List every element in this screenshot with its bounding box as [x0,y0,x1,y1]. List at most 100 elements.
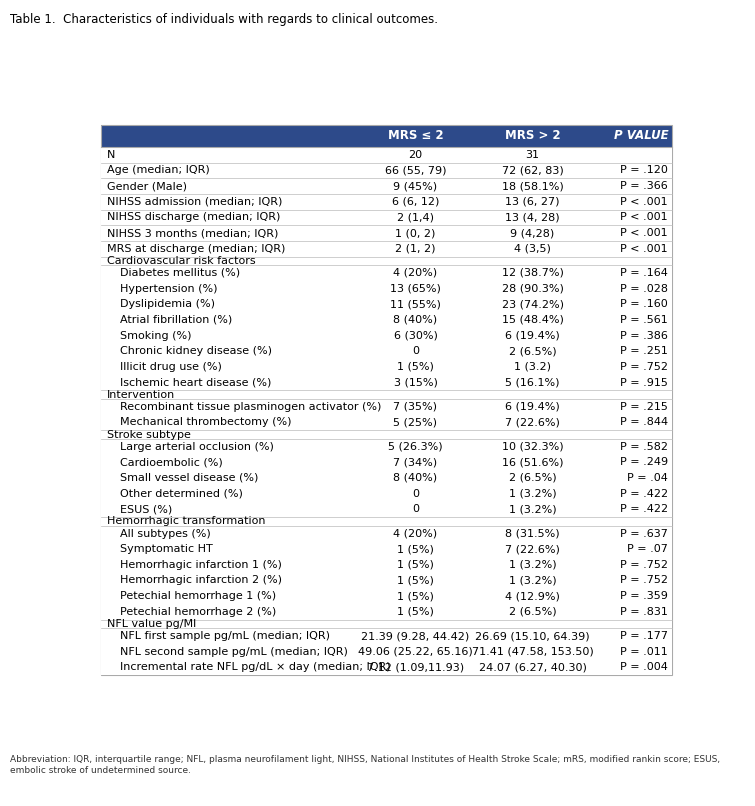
Bar [101,194,673,210]
Bar [101,644,673,659]
Text: P = .011: P = .011 [620,646,668,657]
Text: 2 (6.5%): 2 (6.5%) [509,607,556,617]
Text: Petechial hemorrhage 2 (%): Petechial hemorrhage 2 (%) [120,607,276,617]
Text: 0: 0 [412,488,419,499]
Text: P = .386: P = .386 [620,330,668,341]
Text: 6 (30%): 6 (30%) [393,330,437,341]
Text: 13 (6, 27): 13 (6, 27) [505,197,559,207]
Bar [101,430,673,438]
Text: Cardioembolic (%): Cardioembolic (%) [120,457,223,467]
Text: Other determined (%): Other determined (%) [120,488,243,499]
Bar [101,210,673,225]
Text: 1 (5%): 1 (5%) [397,607,434,617]
Text: 4 (12.9%): 4 (12.9%) [505,591,560,601]
Bar [101,265,673,280]
Bar [101,414,673,430]
Text: Abbreviation: IQR, interquartile range; NFL, plasma neurofilament light, NIHSS, : Abbreviation: IQR, interquartile range; … [10,755,720,775]
Text: Chronic kidney disease (%): Chronic kidney disease (%) [120,347,272,356]
Text: 2 (1,4): 2 (1,4) [397,213,434,222]
Text: 7 (22.6%): 7 (22.6%) [505,418,560,427]
Bar [101,526,673,542]
Bar [101,620,673,628]
Text: P < .001: P < .001 [620,243,668,254]
Text: 2 (1, 2): 2 (1, 2) [395,243,436,254]
Text: 5 (16.1%): 5 (16.1%) [505,377,559,388]
Text: P = .249: P = .249 [620,457,668,467]
Text: P = .752: P = .752 [620,575,668,585]
Text: 7.12 (1.09,11.93): 7.12 (1.09,11.93) [367,663,464,672]
Text: 18 (58.1%): 18 (58.1%) [501,181,563,191]
Text: 3 (15%): 3 (15%) [393,377,437,388]
Bar [101,225,673,241]
Text: 1 (0, 2): 1 (0, 2) [396,228,436,238]
Text: P VALUE: P VALUE [615,129,669,143]
Text: Smoking (%): Smoking (%) [120,330,192,341]
Bar [101,470,673,486]
Bar [101,628,673,644]
Text: 1 (3.2%): 1 (3.2%) [509,488,556,499]
Text: P = .160: P = .160 [620,299,668,310]
Text: NFL value pg/Ml: NFL value pg/Ml [107,619,196,629]
Text: Hemorrhagic infarction 1 (%): Hemorrhagic infarction 1 (%) [120,560,282,570]
Text: Small vessel disease (%): Small vessel disease (%) [120,473,258,483]
Text: Mechanical thrombectomy (%): Mechanical thrombectomy (%) [120,418,291,427]
Text: P = .251: P = .251 [620,347,668,356]
Text: 1 (3.2%): 1 (3.2%) [509,575,556,585]
Text: P = .177: P = .177 [620,631,668,641]
Text: 4 (20%): 4 (20%) [393,529,438,538]
Text: P = .215: P = .215 [620,401,668,412]
Bar [101,328,673,343]
Text: Large arterial occlusion (%): Large arterial occlusion (%) [120,442,274,451]
Text: 1 (5%): 1 (5%) [397,544,434,555]
Text: NIHSS 3 months (median; IQR): NIHSS 3 months (median; IQR) [107,228,279,238]
Text: NIHSS discharge (median; IQR): NIHSS discharge (median; IQR) [107,213,281,222]
Text: P = .582: P = .582 [620,442,668,451]
Text: 1 (3.2): 1 (3.2) [514,362,551,372]
Text: 1 (5%): 1 (5%) [397,575,434,585]
Text: 2 (6.5%): 2 (6.5%) [509,473,556,483]
Bar [101,659,673,675]
Bar [101,125,673,147]
Text: Petechial hemorrhage 1 (%): Petechial hemorrhage 1 (%) [120,591,276,601]
Text: Dyslipidemia (%): Dyslipidemia (%) [120,299,215,310]
Text: MRS at discharge (median; IQR): MRS at discharge (median; IQR) [107,243,285,254]
Text: 0: 0 [412,505,419,514]
Text: Incremental rate NFL pg/dL × day (median; IQR): Incremental rate NFL pg/dL × day (median… [120,663,391,672]
Text: 8 (40%): 8 (40%) [393,473,438,483]
Text: 11 (55%): 11 (55%) [390,299,441,310]
Text: P = .831: P = .831 [620,607,668,617]
Text: 1 (3.2%): 1 (3.2%) [509,560,556,570]
Text: P = .028: P = .028 [620,284,668,293]
Text: Stroke subtype: Stroke subtype [107,430,191,439]
Text: 13 (65%): 13 (65%) [390,284,441,293]
Bar [101,297,673,312]
Text: 9 (45%): 9 (45%) [393,181,438,191]
Text: P = .752: P = .752 [620,560,668,570]
Bar [101,517,673,526]
Text: 6 (19.4%): 6 (19.4%) [505,330,560,341]
Text: 8 (31.5%): 8 (31.5%) [505,529,560,538]
Text: 16 (51.6%): 16 (51.6%) [502,457,563,467]
Text: P = .004: P = .004 [620,663,668,672]
Text: P = .637: P = .637 [620,529,668,538]
Text: 66 (55, 79): 66 (55, 79) [385,165,446,176]
Text: Hemorrhagic infarction 2 (%): Hemorrhagic infarction 2 (%) [120,575,282,585]
Text: P = .07: P = .07 [627,544,668,555]
Text: P = .164: P = .164 [620,268,668,278]
Bar [101,241,673,256]
Text: Age (median; IQR): Age (median; IQR) [107,165,210,176]
Text: 2 (6.5%): 2 (6.5%) [509,347,556,356]
Bar [101,390,673,399]
Text: 6 (6, 12): 6 (6, 12) [392,197,439,207]
Text: Ischemic heart disease (%): Ischemic heart disease (%) [120,377,272,388]
Text: P = .752: P = .752 [620,362,668,372]
Text: 9 (4,28): 9 (4,28) [510,228,555,238]
Text: 12 (38.7%): 12 (38.7%) [501,268,563,278]
Text: 5 (26.3%): 5 (26.3%) [388,442,442,451]
Text: 8 (40%): 8 (40%) [393,315,438,325]
Text: P = .04: P = .04 [627,473,668,483]
Text: 1 (5%): 1 (5%) [397,591,434,601]
Text: 15 (48.4%): 15 (48.4%) [501,315,563,325]
Text: NFL first sample pg/mL (median; IQR): NFL first sample pg/mL (median; IQR) [120,631,330,641]
Text: P = .120: P = .120 [620,165,668,176]
